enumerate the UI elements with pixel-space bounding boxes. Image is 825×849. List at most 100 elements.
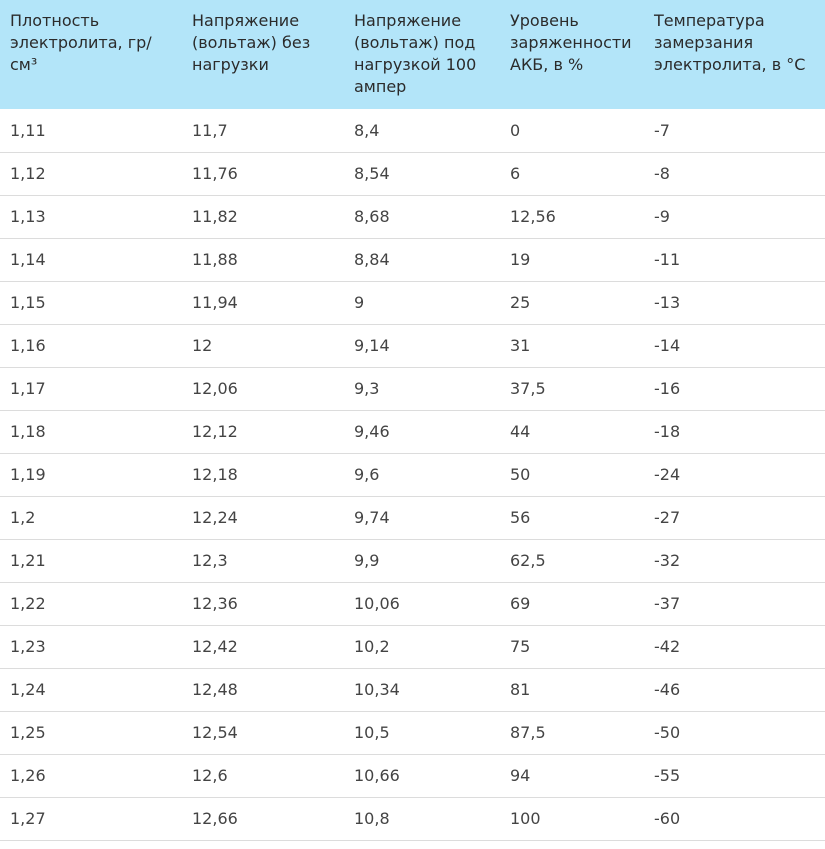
cell-voltage-no-load: 12,54 [182, 711, 344, 755]
cell-density: 1,18 [0, 410, 182, 454]
cell-charge-level: 6 [500, 152, 644, 196]
cell-voltage-under-load: 8,84 [344, 238, 500, 282]
cell-density: 1,13 [0, 195, 182, 239]
cell-density: 1,19 [0, 453, 182, 497]
table-row: 1,12 11,76 8,54 6 -8 [0, 152, 825, 196]
table-row: 1,2 12,24 9,74 56 -27 [0, 496, 825, 540]
cell-voltage-no-load: 12,36 [182, 582, 344, 626]
cell-voltage-no-load: 11,7 [182, 109, 344, 153]
cell-voltage-under-load: 8,4 [344, 109, 500, 153]
table-row: 1,24 12,48 10,34 81 -46 [0, 668, 825, 712]
cell-voltage-no-load: 12,12 [182, 410, 344, 454]
cell-voltage-under-load: 10,34 [344, 668, 500, 712]
cell-freezing-temperature: -27 [644, 496, 825, 540]
cell-freezing-temperature: -8 [644, 152, 825, 196]
cell-density: 1,2 [0, 496, 182, 540]
cell-density: 1,21 [0, 539, 182, 583]
table-row: 1,25 12,54 10,5 87,5 -50 [0, 711, 825, 755]
cell-charge-level: 50 [500, 453, 644, 497]
header-voltage-under-load: Напряжение (вольтаж) под нагрузкой 100 а… [354, 11, 477, 96]
cell-charge-level: 56 [500, 496, 644, 540]
cell-density: 1,15 [0, 281, 182, 325]
header-density: Плотность электролита, гр/см³ [10, 11, 152, 74]
cell-density: 1,23 [0, 625, 182, 669]
cell-voltage-under-load: 10,06 [344, 582, 500, 626]
cell-freezing-temperature: -42 [644, 625, 825, 669]
cell-density: 1,27 [0, 797, 182, 841]
cell-density: 1,16 [0, 324, 182, 368]
cell-freezing-temperature: -55 [644, 754, 825, 798]
table-row: 1,21 12,3 9,9 62,5 -32 [0, 539, 825, 583]
cell-charge-level: 31 [500, 324, 644, 368]
cell-freezing-temperature: -11 [644, 238, 825, 282]
table-row: 1,16 12 9,14 31 -14 [0, 324, 825, 368]
cell-freezing-temperature: -60 [644, 797, 825, 841]
cell-voltage-no-load: 12 [182, 324, 344, 368]
cell-freezing-temperature: -18 [644, 410, 825, 454]
cell-freezing-temperature: -24 [644, 453, 825, 497]
table-row: 1,23 12,42 10,2 75 -42 [0, 625, 825, 669]
table-row: 1,15 11,94 9 25 -13 [0, 281, 825, 325]
cell-voltage-no-load: 12,66 [182, 797, 344, 841]
cell-charge-level: 19 [500, 238, 644, 282]
cell-charge-level: 37,5 [500, 367, 644, 411]
header-freezing-temperature: Температура замерзания электролита, в °С [654, 11, 806, 74]
cell-charge-level: 12,56 [500, 195, 644, 239]
cell-freezing-temperature: -9 [644, 195, 825, 239]
cell-voltage-under-load: 9,46 [344, 410, 500, 454]
cell-charge-level: 62,5 [500, 539, 644, 583]
table-row: 1,18 12,12 9,46 44 -18 [0, 410, 825, 454]
table-row: 1,13 11,82 8,68 12,56 -9 [0, 195, 825, 239]
cell-density: 1,14 [0, 238, 182, 282]
cell-voltage-under-load: 10,5 [344, 711, 500, 755]
cell-charge-level: 0 [500, 109, 644, 153]
header-voltage-no-load: Напряжение (вольтаж) без нагрузки [192, 11, 311, 74]
cell-charge-level: 69 [500, 582, 644, 626]
cell-voltage-no-load: 12,18 [182, 453, 344, 497]
cell-density: 1,17 [0, 367, 182, 411]
cell-charge-level: 44 [500, 410, 644, 454]
cell-freezing-temperature: -16 [644, 367, 825, 411]
cell-voltage-under-load: 9,3 [344, 367, 500, 411]
cell-freezing-temperature: -37 [644, 582, 825, 626]
cell-density: 1,22 [0, 582, 182, 626]
cell-voltage-under-load: 10,66 [344, 754, 500, 798]
table-header: Плотность электролита, гр/см³ Напряжение… [0, 0, 825, 109]
cell-density: 1,25 [0, 711, 182, 755]
header-charge-level: Уровень заряженности АКБ, в % [510, 11, 632, 74]
cell-voltage-under-load: 9,6 [344, 453, 500, 497]
cell-voltage-no-load: 12,6 [182, 754, 344, 798]
cell-freezing-temperature: -13 [644, 281, 825, 325]
cell-freezing-temperature: -50 [644, 711, 825, 755]
cell-voltage-under-load: 10,2 [344, 625, 500, 669]
cell-density: 1,11 [0, 109, 182, 153]
cell-density: 1,26 [0, 754, 182, 798]
cell-charge-level: 81 [500, 668, 644, 712]
table-row: 1,22 12,36 10,06 69 -37 [0, 582, 825, 626]
cell-voltage-no-load: 12,06 [182, 367, 344, 411]
table-row: 1,14 11,88 8,84 19 -11 [0, 238, 825, 282]
cell-voltage-under-load: 9,74 [344, 496, 500, 540]
cell-charge-level: 87,5 [500, 711, 644, 755]
cell-voltage-no-load: 11,88 [182, 238, 344, 282]
table-row: 1,17 12,06 9,3 37,5 -16 [0, 367, 825, 411]
table-header-row: Плотность электролита, гр/см³ Напряжение… [0, 0, 825, 109]
cell-voltage-under-load: 9 [344, 281, 500, 325]
cell-voltage-no-load: 12,24 [182, 496, 344, 540]
cell-voltage-under-load: 8,54 [344, 152, 500, 196]
cell-charge-level: 100 [500, 797, 644, 841]
table-row: 1,11 11,7 8,4 0 -7 [0, 109, 825, 153]
table-row: 1,19 12,18 9,6 50 -24 [0, 453, 825, 497]
cell-voltage-under-load: 10,8 [344, 797, 500, 841]
cell-voltage-no-load: 12,42 [182, 625, 344, 669]
cell-density: 1,24 [0, 668, 182, 712]
table-row: 1,26 12,6 10,66 94 -55 [0, 754, 825, 798]
cell-density: 1,12 [0, 152, 182, 196]
table-row: 1,27 12,66 10,8 100 -60 [0, 797, 825, 841]
cell-voltage-no-load: 11,82 [182, 195, 344, 239]
cell-freezing-temperature: -14 [644, 324, 825, 368]
cell-freezing-temperature: -32 [644, 539, 825, 583]
cell-voltage-no-load: 11,94 [182, 281, 344, 325]
cell-voltage-under-load: 8,68 [344, 195, 500, 239]
